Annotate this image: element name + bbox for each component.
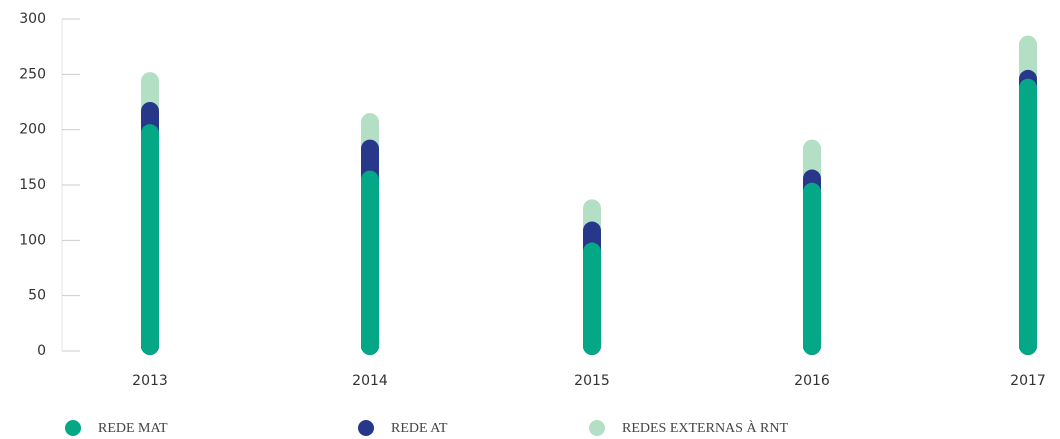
legend-label: REDE AT [391, 421, 448, 436]
bar-segment [583, 242, 601, 355]
y-tick-label: 300 [19, 11, 46, 27]
y-tick-label: 150 [19, 177, 46, 193]
bar-segment [141, 124, 159, 355]
bar-segment [361, 170, 379, 355]
x-tick-label: 2017 [1010, 373, 1046, 389]
legend-label: REDES EXTERNAS À RNT [622, 419, 789, 436]
x-tick-label: 2016 [794, 373, 830, 389]
legend-swatch [589, 420, 605, 436]
bar-segment [803, 182, 821, 355]
y-tick-label: 50 [28, 288, 46, 304]
legend-swatch [65, 420, 81, 436]
y-tick-label: 200 [19, 122, 46, 138]
bar-segment [1019, 78, 1037, 355]
x-tick-label: 2013 [132, 373, 168, 389]
y-tick-label: 0 [37, 343, 46, 359]
y-tick-label: 250 [19, 66, 46, 82]
y-tick-label: 100 [19, 232, 46, 248]
x-tick-label: 2015 [574, 373, 610, 389]
legend-label: REDE MAT [98, 421, 168, 436]
x-tick-label: 2014 [352, 373, 388, 389]
legend-swatch [358, 420, 374, 436]
